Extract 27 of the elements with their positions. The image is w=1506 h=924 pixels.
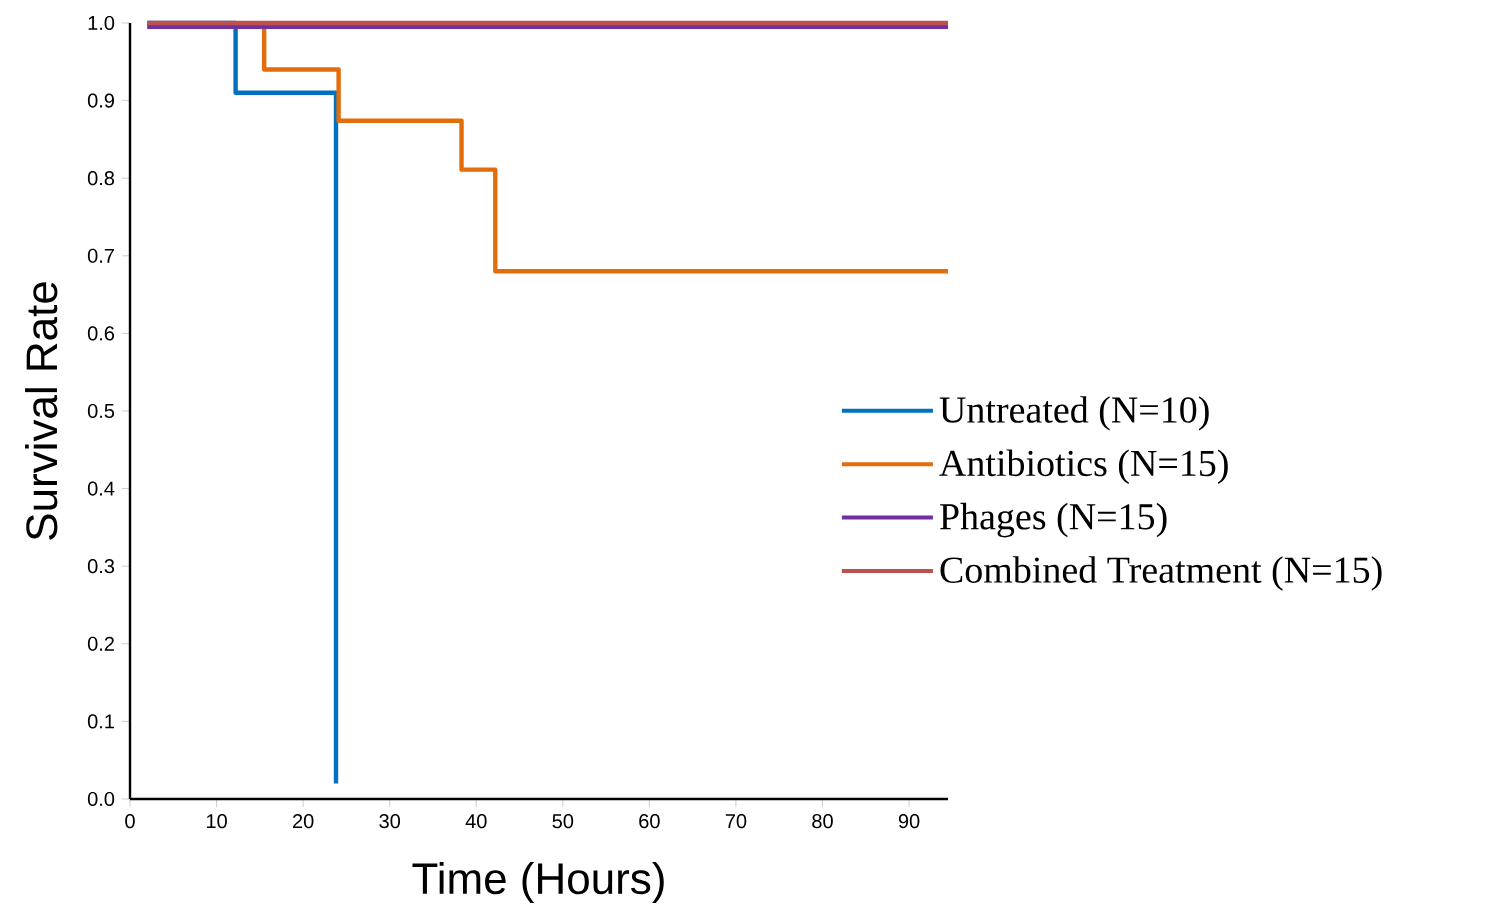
x-tick-label: 30 <box>379 814 401 829</box>
x-tick-label: 10 <box>206 814 227 829</box>
x-tick-label: 90 <box>898 814 920 829</box>
y-tick-label: 0.8 <box>87 171 115 186</box>
y-tick-label: 0.6 <box>87 326 115 341</box>
y-tick-label: 0.5 <box>87 403 115 419</box>
legend-label: Phages (N=15) <box>940 502 1167 538</box>
x-tick-label: 50 <box>552 814 574 829</box>
y-tick-label: 0.0 <box>87 791 115 807</box>
legend-label: Untreated (N=10) <box>939 396 1209 431</box>
x-tick-label: 60 <box>639 814 660 829</box>
y-tick-label: 0.3 <box>87 559 115 574</box>
y-axis-title: Survival Rate <box>25 282 58 540</box>
y-tick-label: 0.7 <box>87 248 114 263</box>
x-tick-label: 40 <box>465 814 487 829</box>
legend-label: Antibiotics (N=15) <box>939 449 1228 484</box>
y-tick-label: 0.9 <box>87 93 115 108</box>
legend-label: Combined Treatment (N=15) <box>940 556 1382 591</box>
x-tick-label: 0 <box>125 814 135 829</box>
y-tick-label: 0.2 <box>87 636 114 651</box>
y-tick-label: 0.1 <box>87 714 114 729</box>
x-tick-label: 20 <box>293 814 314 829</box>
x-tick-label: 80 <box>812 814 833 829</box>
y-tick-label: 0.4 <box>87 481 115 496</box>
x-axis-title: Time (Hours) <box>412 861 664 903</box>
x-tick-label: 70 <box>725 814 747 829</box>
y-tick-label: 1.0 <box>88 15 115 31</box>
